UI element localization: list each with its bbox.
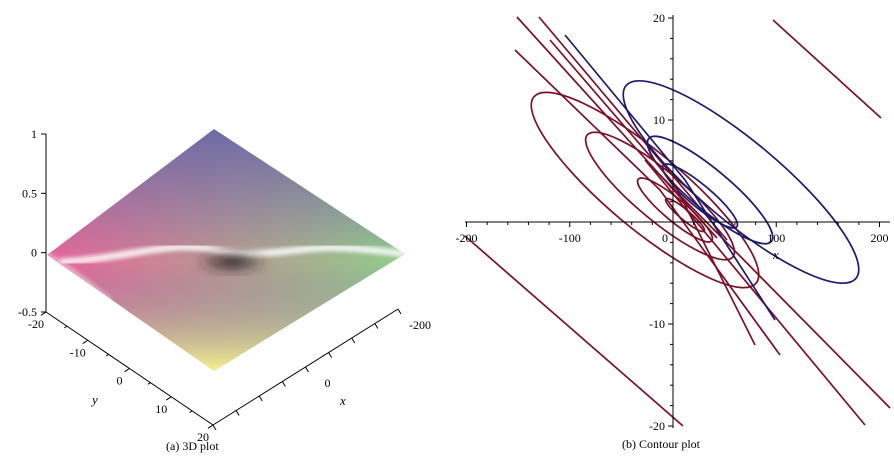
y-tick-label: 20 — [197, 430, 209, 444]
x-tick-label: -100 — [559, 231, 581, 245]
contour-line — [654, 169, 891, 409]
surface-plot-panel: 1 0.5 0 -0.5 -20 -10 0 10 20 y -200 0 x (a) 3D p… — [0, 0, 445, 457]
y-axis-ticks: -20 -10 0 10 20 — [28, 311, 214, 444]
contour-line — [772, 19, 882, 119]
z-tick-label: -0.5 — [18, 305, 37, 319]
y-tick-mark — [189, 410, 193, 413]
contour-lines — [464, 16, 891, 427]
x-tick-mark — [305, 366, 309, 373]
y-axis-ticks: 20 10 -10 -20 — [649, 11, 673, 433]
contour-ellipse — [622, 79, 860, 285]
y-tick-label: 20 — [653, 11, 665, 25]
y-tick-mark — [40, 311, 47, 316]
contour-ellipse — [636, 177, 714, 243]
x-tick-label: 0 — [325, 376, 331, 390]
x-tick-mark — [281, 381, 286, 387]
surface-plot: 1 0.5 0 -0.5 -20 -10 0 10 20 y -200 0 x (a) 3D p… — [18, 127, 431, 453]
contour-ellipse — [646, 135, 774, 245]
surface — [47, 129, 405, 371]
x-tick-mark — [397, 308, 402, 315]
contour-ellipse — [584, 131, 736, 261]
x-axis-label: x — [339, 393, 346, 408]
x-axis-ticks: -200 -100 0 100 200 — [456, 222, 889, 245]
z-tick-label: 0 — [31, 246, 37, 260]
y-tick-label: -20 — [28, 317, 44, 331]
contour-plot: -200 -100 0 100 200 20 10 -10 -20 x (b) Contour… — [456, 11, 891, 451]
x-tick-mark — [351, 337, 356, 344]
x-tick-mark — [328, 352, 333, 358]
contour-ellipse — [661, 163, 739, 229]
x-tick-label: -200 — [456, 231, 478, 245]
z-tick-label: 0.5 — [22, 186, 37, 200]
y-tick-mark — [124, 368, 130, 373]
z-axis-ticks: 1 0.5 0 -0.5 — [18, 127, 46, 319]
contour-line — [549, 39, 756, 346]
y-tick-label: 10 — [653, 113, 665, 127]
y-tick-label: -20 — [649, 419, 665, 433]
y-tick-mark — [207, 424, 214, 429]
x-tick-label: 100 — [767, 231, 785, 245]
y-tick-label: 0 — [117, 374, 123, 388]
y-tick-label: 10 — [155, 402, 167, 416]
contour-line — [464, 235, 684, 427]
contour-line — [564, 34, 776, 321]
contour-plot-panel: -200 -100 0 100 200 20 10 -10 -20 x (b) Contour… — [445, 0, 894, 457]
y-tick-mark — [165, 396, 172, 401]
y-tick-label: -10 — [70, 345, 86, 359]
y-tick-mark — [105, 353, 109, 357]
surface-caption: (a) 3D plot — [166, 439, 219, 453]
x-tick-mark — [212, 424, 217, 431]
y-tick-mark — [147, 382, 151, 385]
y-axis-label: y — [90, 392, 98, 407]
contour-line — [644, 159, 866, 426]
x-axis-ticks: -200 0 — [212, 308, 431, 431]
z-tick-label: 1 — [31, 127, 37, 141]
contour-line — [538, 16, 728, 241]
x-tick-label: 0 — [662, 231, 668, 245]
contour-caption: (b) Contour plot — [622, 437, 701, 451]
x-tick-label: -200 — [409, 318, 431, 332]
x-tick-label: 200 — [871, 231, 889, 245]
y-tick-mark — [64, 325, 68, 329]
x-tick-mark — [258, 395, 263, 402]
surface-trough — [194, 250, 270, 274]
x-tick-mark — [374, 323, 379, 329]
x-axis-label: x — [772, 247, 779, 262]
contour-line — [514, 49, 781, 356]
y-tick-mark — [82, 339, 89, 344]
x-tick-mark — [235, 410, 240, 416]
y-tick-label: -10 — [649, 317, 665, 331]
